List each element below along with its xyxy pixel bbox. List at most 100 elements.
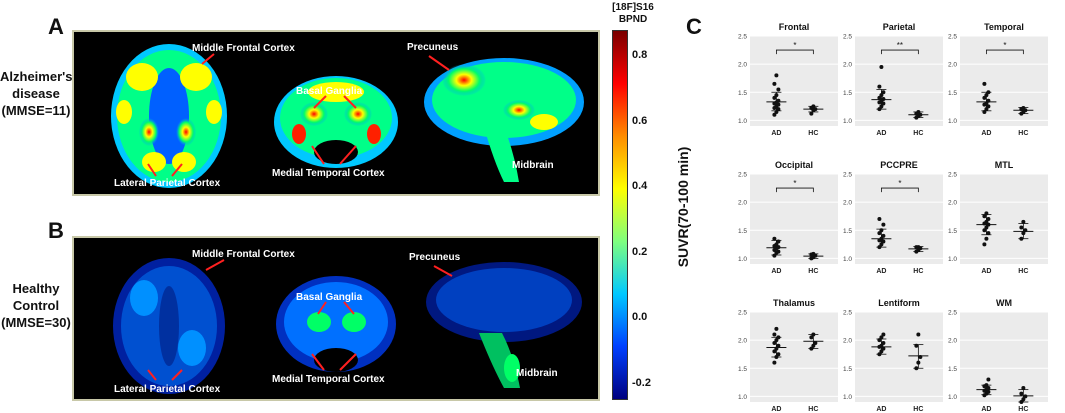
data-point bbox=[772, 236, 777, 241]
data-point bbox=[1021, 385, 1026, 390]
x-tick-label: AD bbox=[771, 268, 781, 275]
data-point bbox=[813, 340, 818, 345]
data-point bbox=[986, 385, 991, 390]
data-point bbox=[776, 343, 781, 348]
axial-slice-hc bbox=[113, 258, 225, 394]
data-point bbox=[982, 214, 987, 219]
axial-slice-ad bbox=[111, 44, 227, 188]
y-tick-label: 1.0 bbox=[738, 256, 747, 263]
colorbar-tick: -0.2 bbox=[632, 377, 651, 389]
y-tick-label: 2.0 bbox=[843, 62, 852, 69]
y-tick-label: 1.0 bbox=[948, 118, 957, 125]
data-point bbox=[881, 222, 886, 227]
data-point bbox=[772, 349, 777, 354]
label-midbrain-ad: Midbrain bbox=[512, 160, 554, 171]
mini-chart-title: Frontal bbox=[779, 22, 810, 32]
sagittal-slice-ad bbox=[424, 58, 584, 182]
y-tick-label: 2.5 bbox=[738, 34, 747, 41]
data-point bbox=[809, 111, 814, 116]
x-tick-label: AD bbox=[981, 406, 991, 413]
panel-c-ylabel: SUVR(70-100 min) bbox=[675, 147, 691, 268]
x-tick-label: AD bbox=[981, 268, 991, 275]
x-tick-label: HC bbox=[1018, 130, 1028, 137]
colorbar-tick: 0.6 bbox=[632, 114, 648, 127]
data-point bbox=[986, 377, 991, 382]
significance-bracket bbox=[881, 187, 919, 193]
y-tick-label: 2.0 bbox=[843, 200, 852, 207]
data-point bbox=[772, 95, 777, 100]
pet-panel-hc: Middle Frontal Cortex Basal Ganglia Prec… bbox=[72, 236, 600, 401]
x-tick-label: HC bbox=[1018, 406, 1028, 413]
plot-background bbox=[960, 312, 1048, 402]
data-point bbox=[772, 112, 777, 117]
significance-label: * bbox=[793, 179, 796, 188]
plot-background bbox=[750, 312, 838, 402]
data-point bbox=[776, 87, 781, 92]
significance-label: * bbox=[793, 41, 796, 50]
data-point bbox=[879, 64, 884, 69]
x-tick-label: AD bbox=[771, 406, 781, 413]
colorbar-tick: 0.2 bbox=[632, 245, 648, 258]
coronal-slice-hc bbox=[276, 276, 396, 372]
x-tick-label: HC bbox=[808, 406, 818, 413]
panel-letter-a: A bbox=[48, 14, 64, 39]
y-tick-label: 2.5 bbox=[843, 310, 852, 317]
colorbar-tick: 0.0 bbox=[632, 311, 648, 324]
data-point bbox=[1019, 391, 1024, 396]
mini-chart-title: Thalamus bbox=[773, 298, 815, 308]
row-label-b: Healthy Control (MMSE=30) bbox=[1, 281, 71, 330]
y-tick-label: 1.5 bbox=[738, 90, 747, 97]
significance-label: * bbox=[898, 179, 901, 188]
significance-bracket bbox=[776, 49, 814, 55]
y-tick-label: 1.5 bbox=[948, 228, 957, 235]
colorbar-title: [18F]S16 BPND bbox=[612, 2, 654, 25]
label-precuneus-ad: Precuneus bbox=[407, 42, 459, 53]
data-point bbox=[776, 249, 781, 254]
y-tick-label: 1.5 bbox=[948, 366, 957, 373]
significance-label: * bbox=[1003, 41, 1006, 50]
colorbar-tick: 0.8 bbox=[632, 49, 648, 61]
y-tick-label: 2.5 bbox=[948, 310, 957, 317]
plot-background bbox=[750, 174, 838, 264]
y-tick-label: 2.0 bbox=[948, 62, 957, 69]
plot-background bbox=[960, 174, 1048, 264]
mini-chart-title: Lentiform bbox=[878, 298, 920, 308]
data-point bbox=[984, 236, 989, 241]
sagittal-slice-hc bbox=[426, 262, 582, 388]
mini-chart-title: Parietal bbox=[883, 22, 916, 32]
y-tick-label: 1.0 bbox=[948, 394, 957, 401]
mini-chart-title: Occipital bbox=[775, 160, 813, 170]
data-point bbox=[986, 231, 991, 236]
y-tick-label: 2.0 bbox=[948, 338, 957, 345]
panel-letter-b: B bbox=[48, 218, 64, 243]
data-point bbox=[982, 242, 987, 247]
y-tick-label: 2.5 bbox=[948, 172, 957, 179]
plot-background bbox=[855, 36, 943, 126]
y-tick-label: 2.5 bbox=[843, 34, 852, 41]
mini-chart-title: MTL bbox=[995, 160, 1014, 170]
label-basal-ganglia-ad: Basal Ganglia bbox=[296, 86, 363, 97]
mini-chart-title: WM bbox=[996, 298, 1012, 308]
data-point bbox=[881, 239, 886, 244]
y-tick-label: 2.0 bbox=[948, 200, 957, 207]
x-tick-label: HC bbox=[808, 268, 818, 275]
y-tick-label: 2.0 bbox=[738, 200, 747, 207]
y-tick-label: 1.0 bbox=[738, 118, 747, 125]
y-tick-label: 1.5 bbox=[843, 228, 852, 235]
y-tick-label: 1.0 bbox=[738, 394, 747, 401]
y-tick-label: 1.0 bbox=[843, 256, 852, 263]
data-point bbox=[982, 228, 987, 233]
data-point bbox=[881, 233, 886, 238]
y-tick-label: 1.5 bbox=[738, 228, 747, 235]
data-point bbox=[772, 253, 777, 258]
data-point bbox=[881, 332, 886, 337]
significance-label: ** bbox=[897, 41, 903, 50]
data-point bbox=[772, 340, 777, 345]
plot-background bbox=[750, 36, 838, 126]
x-tick-label: AD bbox=[981, 130, 991, 137]
data-point bbox=[986, 104, 991, 109]
data-point bbox=[776, 107, 781, 112]
data-point bbox=[881, 90, 886, 95]
coronal-slice-ad bbox=[274, 76, 398, 168]
plot-background bbox=[855, 312, 943, 402]
